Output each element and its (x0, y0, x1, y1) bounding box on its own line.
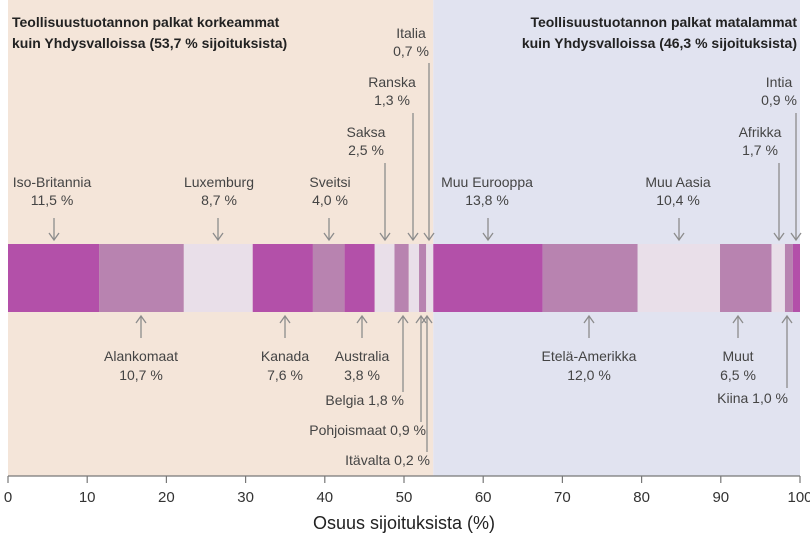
bar-segment-saksa (374, 244, 395, 312)
x-tick-label: 90 (712, 489, 729, 506)
bar-segment-kiina (784, 244, 793, 312)
arrow-head (790, 232, 802, 242)
arrow-head (279, 314, 291, 324)
bar-segment-itävalta (426, 244, 428, 312)
region-background (8, 0, 434, 476)
x-tick-label: 0 (4, 489, 12, 506)
label-name: Sveitsi (309, 174, 350, 190)
label-name: Belgia (325, 392, 364, 408)
arrow-head (482, 232, 494, 242)
arrow-head (48, 232, 60, 242)
region-title-left: kuin Yhdysvalloissa (53,7 % sijoituksist… (12, 35, 287, 51)
x-tick-label: 70 (554, 489, 571, 506)
region-title-right: Teollisuustuotannon palkat matalammat (530, 14, 797, 30)
label-value: 0,7 % (393, 43, 429, 59)
bar-segment-alankomaat (99, 244, 184, 312)
arrow-head (673, 232, 685, 242)
region-background (433, 0, 800, 476)
label-name: Muu Eurooppa (441, 174, 533, 190)
bar-segment-muu eurooppa (433, 244, 543, 312)
bar-segment-kanada (252, 244, 313, 312)
bar-segment-muu aasia (637, 244, 721, 312)
bar-segment-luxemburg (183, 244, 253, 312)
label-name: Muut (722, 348, 753, 364)
x-tick-label: 40 (316, 489, 333, 506)
arrow-head (407, 232, 419, 242)
label-value: 10,4 % (656, 192, 700, 208)
x-tick-label: 20 (158, 489, 175, 506)
bar-segment-pohjoismaat (419, 244, 427, 312)
label-value: 11,5 % (31, 192, 74, 208)
label-value: 0,2 % (390, 452, 430, 468)
label-name: Muu Aasia (645, 174, 711, 190)
label-name: Alankomaat (104, 348, 178, 364)
x-tick-label: 60 (475, 489, 492, 506)
label-value: 6,5 % (720, 367, 756, 383)
bar-segment-muut (720, 244, 772, 312)
label-name: Luxemburg (184, 174, 254, 190)
label-value: 7,6 % (267, 367, 303, 383)
x-tick-label: 50 (396, 489, 413, 506)
bar-segment-etelä-amerikka (542, 244, 638, 312)
x-tick-label: 30 (237, 489, 254, 506)
label-name: Intia (766, 74, 793, 90)
label-value: 1,3 % (374, 92, 410, 108)
label-name: Iso-Britannia (13, 174, 92, 190)
arrow-head (212, 232, 224, 242)
arrow-head (583, 314, 595, 324)
arrow-head (135, 314, 147, 324)
region-title-right: kuin Yhdysvalloissa (46,3 % sijoituksist… (522, 35, 797, 51)
label-value: 0,9 % (761, 92, 797, 108)
label-value: 0,9 % (386, 422, 426, 438)
label-name: Itävalta (345, 452, 390, 468)
label-value: 8,7 % (201, 192, 237, 208)
label-name: Kiina (717, 390, 748, 406)
label-value: 10,7 % (119, 367, 163, 383)
label-value: 1,0 % (748, 390, 788, 406)
label-value: 13,8 % (465, 192, 509, 208)
x-tick-label: 100 (787, 489, 810, 506)
arrow-head (397, 314, 409, 324)
bar-segment-sveitsi (312, 244, 345, 312)
label-name: Afrikka (739, 124, 782, 140)
arrow-head (773, 232, 785, 242)
label-name: Kanada (261, 348, 309, 364)
label-pohjoismaat: Pohjoismaat 0,9 % (309, 422, 426, 438)
label-value: 2,5 % (348, 142, 384, 158)
bar-segment-ranska (408, 244, 420, 312)
arrow-head (423, 232, 435, 242)
label-value: 3,8 % (344, 367, 380, 383)
bar-segment-australia (344, 244, 375, 312)
x-tick-label: 10 (79, 489, 96, 506)
region-title-left: Teollisuustuotannon palkat korkeammat (12, 14, 280, 30)
x-tick-label: 80 (633, 489, 650, 506)
arrow-head (421, 314, 433, 324)
label-name: Etelä-Amerikka (542, 348, 637, 364)
label-name: Saksa (347, 124, 386, 140)
label-value: 1,7 % (742, 142, 778, 158)
arrow-head (732, 314, 744, 324)
arrow-head (379, 232, 391, 242)
label-name: Italia (396, 25, 426, 41)
label-kiina: Kiina 1,0 % (717, 390, 788, 406)
bar-segment-intia (792, 244, 800, 312)
bar-segment-belgia (394, 244, 409, 312)
arrow-head (781, 314, 793, 324)
bar-segment-italia (427, 244, 434, 312)
arrow-head (323, 232, 335, 242)
label-value: 4,0 % (312, 192, 348, 208)
label-value: 12,0 % (567, 367, 611, 383)
label-name: Ranska (368, 74, 416, 90)
label-value: 1,8 % (364, 392, 404, 408)
label-name: Australia (335, 348, 390, 364)
label-itävalta: Itävalta 0,2 % (345, 452, 430, 468)
label-belgia: Belgia 1,8 % (325, 392, 404, 408)
arrow-head (356, 314, 368, 324)
label-name: Pohjoismaat (309, 422, 386, 438)
bar-segment-iso-britannia (8, 244, 100, 312)
bar-segment-afrikka (771, 244, 785, 312)
x-axis-title: Osuus sijoituksista (%) (313, 513, 495, 533)
